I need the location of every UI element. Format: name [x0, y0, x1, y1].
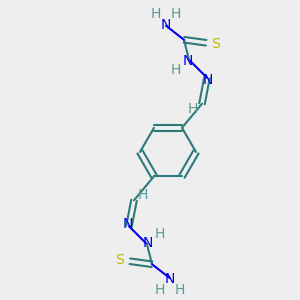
- Text: N: N: [123, 217, 133, 231]
- Text: H: H: [188, 102, 198, 116]
- Text: S: S: [116, 253, 124, 267]
- Text: H: H: [155, 227, 165, 241]
- Text: N: N: [183, 54, 193, 68]
- Text: N: N: [161, 18, 171, 32]
- Text: H: H: [171, 63, 181, 77]
- Text: H: H: [138, 188, 148, 202]
- Text: N: N: [165, 272, 175, 286]
- Text: N: N: [203, 73, 213, 87]
- Text: S: S: [212, 37, 220, 51]
- Text: H: H: [151, 7, 161, 21]
- Text: N: N: [143, 236, 153, 250]
- Text: H: H: [171, 7, 181, 21]
- Text: H: H: [155, 283, 165, 297]
- Text: H: H: [175, 283, 185, 297]
